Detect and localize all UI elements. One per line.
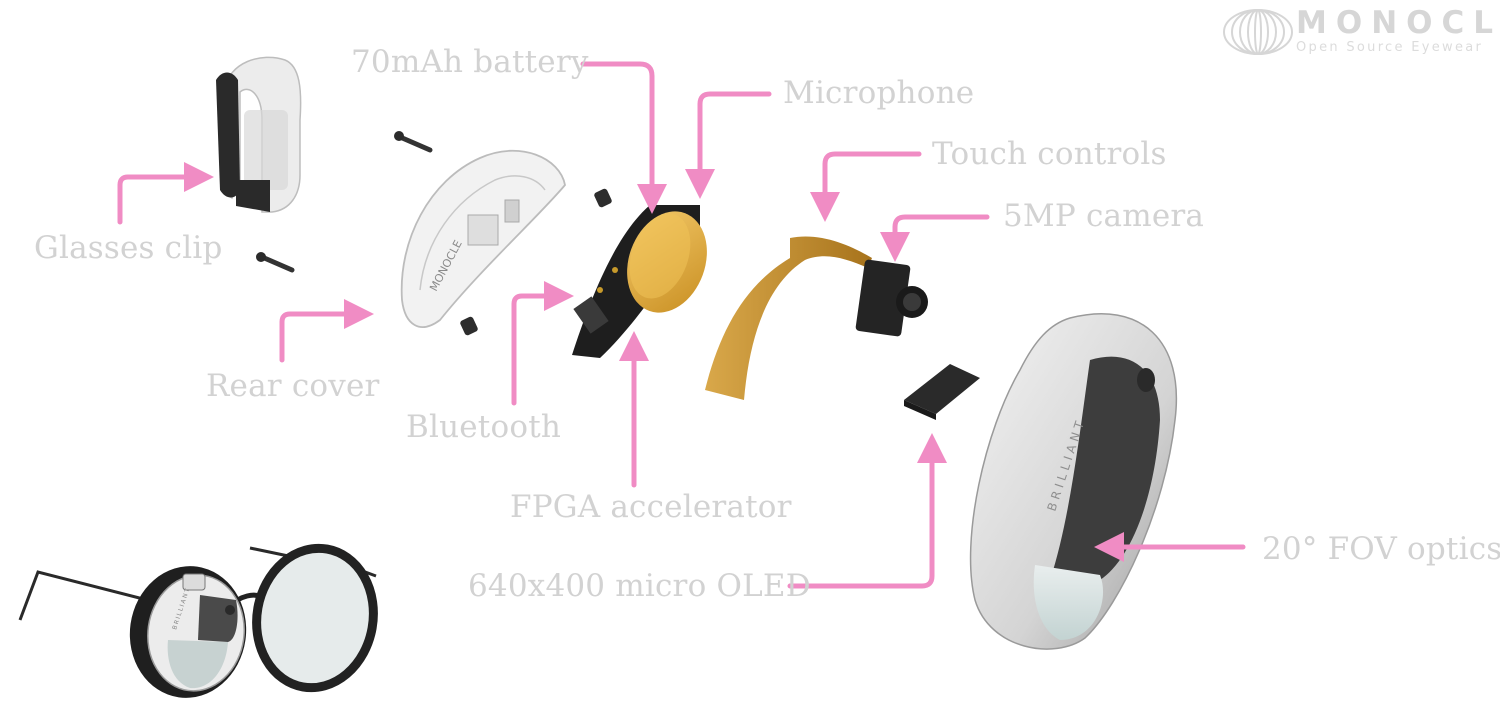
screw-top [394,131,433,153]
label-rear-cover: Rear cover [206,368,380,404]
arrow-microphone [685,91,772,199]
label-fpga: FPGA accelerator [510,489,792,525]
flex-cable-part [705,236,872,400]
brand-name: MONOCLE [1296,5,1500,41]
label-bluetooth: Bluetooth [406,409,562,445]
arrow-bluetooth [511,281,574,406]
label-battery: 70mAh battery [351,44,589,80]
optics-housing-part: BRILLIANT [969,313,1178,650]
arrow-glasses-clip [117,162,214,225]
label-camera: 5MP camera [1003,198,1205,234]
label-oled: 640x400 micro OLED [468,568,811,604]
arrow-touch-controls [810,151,922,222]
arrow-oled [787,433,947,589]
label-optics: 20° FOV optics [1262,531,1500,567]
label-touch-controls: Touch controls [932,136,1167,172]
rear-cover-part: MONOCLE [400,149,612,336]
brand-tagline: Open Source Eyewear [1296,40,1484,55]
screw-bottom [256,252,295,273]
oled-display-part [904,364,980,420]
arrow-battery [580,61,667,214]
label-microphone: Microphone [783,75,975,111]
camera-module-part [855,259,928,337]
arrow-rear-cover [279,299,374,363]
glasses-clip-part [216,56,302,213]
label-glasses-clip: Glasses clip [34,230,223,266]
battery-part [627,211,707,313]
brand-block: MONOCLE Open Source Eyewear [1210,5,1500,60]
monocle-rings-logo-icon [1223,9,1293,55]
arrow-camera [880,214,990,262]
glasses-with-monocle-illustration: BRILLIANT [18,543,378,698]
